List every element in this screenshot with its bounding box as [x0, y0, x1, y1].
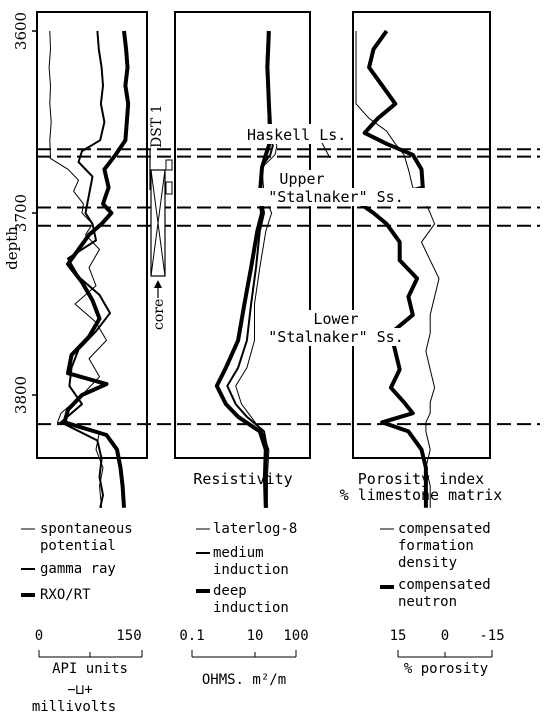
- legend-track3: compensated formation density compensate…: [380, 521, 491, 610]
- core-label: core: [151, 299, 167, 330]
- legend-rxo: RXO/RT: [40, 587, 91, 603]
- legend-cn-line1: compensated: [398, 577, 491, 593]
- dst-marker: DST 1: [149, 104, 173, 195]
- upper-label-bg: [272, 170, 332, 188]
- scale-track3: 15 0 -15 % porosity: [390, 628, 505, 677]
- legend-di-line1: deep: [213, 583, 247, 599]
- legend-mi-line2: induction: [213, 562, 289, 578]
- core-diagonal-2: [150, 169, 166, 277]
- scale1-tick-150: 150: [116, 628, 141, 644]
- formation-lines-layer: [37, 148, 540, 426]
- haskell-label-bg: [243, 124, 345, 144]
- upper-label-bg-2: [244, 188, 430, 206]
- track1-series-spontaneous-potential: [48, 30, 107, 508]
- track3-frame: [352, 11, 491, 459]
- scale1-mv-label: millivolts: [32, 699, 116, 715]
- scale-track1: 0 150 API units −⊔+ millivolts: [32, 628, 143, 715]
- legend-sp-line2: potential: [40, 538, 116, 554]
- upper-label-1: Upper: [279, 170, 324, 188]
- legend-cfd-line2: formation: [398, 538, 474, 554]
- track1-series-gamma-ray: [60, 30, 111, 509]
- scale3-unit: % porosity: [404, 661, 488, 677]
- scale2-unit: OHMS. m²/m: [202, 672, 286, 688]
- track3-series-compensated-neutron: [358, 29, 428, 508]
- track2-series-deep-induction: [214, 30, 273, 508]
- core-arrow-icon: [154, 280, 162, 288]
- scale3-tick-neg15: -15: [479, 628, 504, 644]
- track3-series-compensated-formation-density: [355, 31, 440, 508]
- scale3-tick-15: 15: [390, 628, 407, 644]
- dst-label: DST 1: [149, 104, 165, 148]
- scale1-unit: API units: [52, 661, 128, 677]
- legend-sp-line1: spontaneous: [40, 521, 133, 537]
- legend-track2: laterlog-8 medium induction deep inducti…: [196, 521, 297, 616]
- track1-series-rxo-rt: [62, 30, 131, 508]
- dst-tool-icon: [165, 159, 173, 171]
- legend-cfd-line1: compensated: [398, 521, 491, 537]
- track2-title: Resistivity: [193, 470, 292, 488]
- scale1-tick-0: 0: [35, 628, 43, 644]
- y-tick-label-3700: 3700: [12, 194, 30, 232]
- legend-cn-line2: neutron: [398, 594, 457, 610]
- scale2-tick-100: 100: [283, 628, 308, 644]
- formation-annotations: Haskell Ls. Upper "Stalnaker" Ss. Lower …: [243, 124, 430, 346]
- legend-ll8: laterlog-8: [213, 521, 297, 537]
- curves-layer: [48, 29, 440, 509]
- scale1-mv-symbol: −⊔+: [67, 682, 92, 698]
- scale3-tick-0: 0: [441, 628, 449, 644]
- haskell-leader: [321, 142, 331, 159]
- y-tick-label-3600: 3600: [12, 12, 30, 50]
- legend-cfd-line3: density: [398, 555, 457, 571]
- scale-track2: 0.1 10 100 OHMS. m²/m: [179, 628, 308, 688]
- legend-di-line2: induction: [213, 600, 289, 616]
- core-symbol: core: [150, 169, 167, 330]
- y-tick-label-3800: 3800: [12, 376, 30, 414]
- haskell-label: Haskell Ls.: [247, 126, 346, 144]
- y-axis-label: depth: [3, 226, 21, 270]
- scale2-tick-10: 10: [247, 628, 264, 644]
- lower-label-bg: [306, 310, 366, 328]
- track1-frame: [36, 11, 148, 459]
- dst-tool-icon-2: [165, 181, 173, 195]
- legend-track1: spontaneous potential gamma ray RXO/RT: [21, 521, 133, 603]
- track3-title-line1: Porosity index: [358, 470, 484, 488]
- upper-label-2: "Stalnaker" Ss.: [268, 188, 403, 206]
- legend-mi-line1: medium: [213, 545, 264, 561]
- lower-label-2: "Stalnaker" Ss.: [268, 328, 403, 346]
- lower-label-bg-2: [262, 328, 412, 346]
- track2-frame: [174, 11, 311, 459]
- scale2-tick-0.1: 0.1: [179, 628, 204, 644]
- track3-title-line2: % limestone matrix: [340, 486, 503, 504]
- legend-gr: gamma ray: [40, 561, 116, 577]
- lower-label-1: Lower: [313, 310, 358, 328]
- y-axis: 3600 3700 3800 depth: [3, 12, 37, 414]
